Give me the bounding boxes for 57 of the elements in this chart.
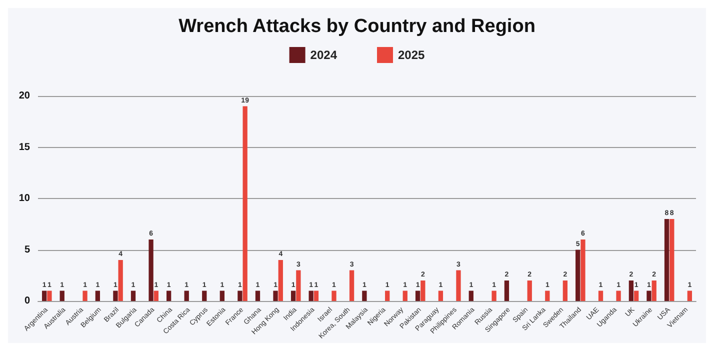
bar	[468, 290, 474, 301]
bar	[385, 290, 390, 301]
bar	[255, 290, 260, 301]
bar	[402, 290, 408, 301]
bar	[580, 240, 586, 301]
bar	[60, 290, 64, 301]
bar	[130, 290, 136, 301]
y-tick-label: 15	[18, 142, 30, 153]
bar	[202, 290, 207, 301]
bar	[308, 290, 314, 301]
bar	[362, 290, 367, 301]
bar	[492, 290, 496, 301]
bar	[220, 290, 224, 301]
bar	[278, 260, 283, 301]
bar	[273, 290, 278, 301]
bar	[148, 240, 154, 301]
bar	[113, 290, 118, 301]
bar	[290, 290, 296, 301]
bar	[504, 280, 510, 301]
bar	[118, 260, 123, 301]
bar	[438, 290, 444, 301]
bar	[456, 270, 461, 301]
y-tick-label: 20	[18, 90, 30, 102]
bar	[646, 290, 652, 301]
bar	[238, 290, 242, 301]
bar	[415, 290, 420, 301]
y-tick-label: 0	[24, 296, 30, 306]
bar	[616, 290, 621, 301]
bar	[545, 290, 550, 301]
bar	[242, 106, 248, 301]
bar	[95, 290, 100, 301]
bar	[420, 280, 426, 301]
bar	[82, 290, 88, 301]
bar	[166, 290, 172, 301]
legend-label: 2024	[310, 48, 338, 62]
bar	[598, 290, 604, 301]
bar	[349, 270, 354, 301]
bar	[314, 290, 319, 301]
bar	[634, 290, 639, 301]
bar	[42, 290, 47, 301]
y-tick-label: 10	[18, 193, 30, 204]
bar	[628, 280, 634, 301]
bar	[47, 290, 52, 301]
bar	[576, 250, 580, 301]
bar	[562, 280, 568, 301]
y-tick-label: 5	[24, 244, 30, 256]
bar	[184, 290, 189, 301]
bar	[670, 219, 674, 301]
legend-label: 2025	[398, 48, 426, 62]
bar	[687, 290, 692, 301]
chart-title: Wrench Attacks by Country and Region	[178, 16, 536, 37]
bar	[296, 270, 301, 301]
bar	[527, 280, 532, 301]
bar	[664, 219, 670, 301]
bar	[154, 290, 158, 301]
bar	[332, 290, 336, 301]
bar	[652, 280, 656, 301]
